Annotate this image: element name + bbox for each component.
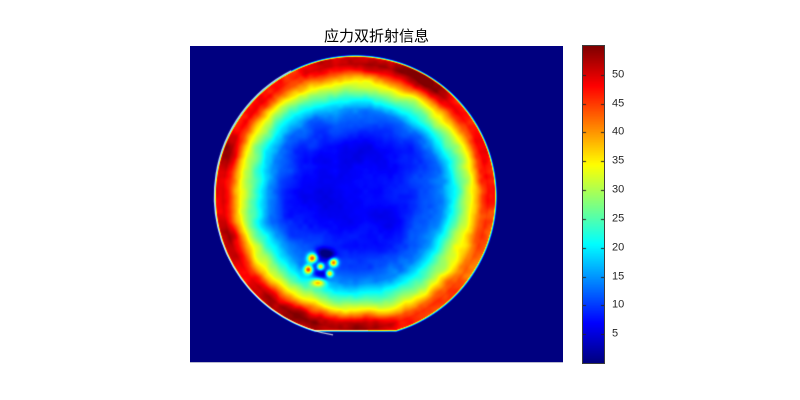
colorbar-tick-label: 30: [612, 183, 625, 196]
colorbar-tick-label: 50: [612, 68, 625, 81]
colorbar-tick-label: 5: [612, 327, 619, 340]
colorbar-tick-label: 10: [612, 298, 625, 311]
wafer-heatmap-image: [190, 46, 563, 362]
plot-title: 应力双折射信息: [323, 29, 429, 45]
colorbar-tick-label: 40: [612, 125, 625, 138]
colorbar-gradient: [582, 45, 605, 364]
colorbar-tick-label: 20: [612, 241, 625, 254]
colorbar-tick-label: 45: [612, 97, 625, 110]
colorbar-tick-label: 25: [612, 212, 625, 225]
axes-bottom-border: [190, 362, 563, 363]
colorbar-tick-label: 35: [612, 154, 625, 167]
colorbar-tick-label: 15: [612, 270, 625, 283]
